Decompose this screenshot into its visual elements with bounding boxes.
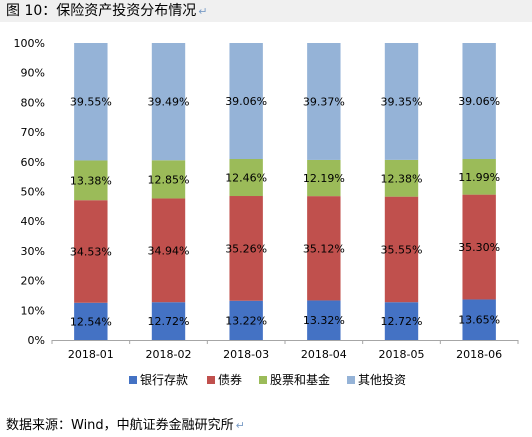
x-tick-label: 2018-01 bbox=[68, 348, 114, 361]
bar-segment bbox=[384, 43, 419, 160]
legend-label: 债券 bbox=[218, 372, 242, 387]
y-tick-label: 60% bbox=[21, 156, 45, 169]
bar-segment bbox=[384, 302, 419, 340]
bar-segment bbox=[74, 302, 108, 340]
bar-segment bbox=[462, 159, 496, 195]
return-mark-icon: ↵ bbox=[235, 419, 245, 432]
figure-title-text: 图 10：保险资产投资分布情况 bbox=[6, 3, 197, 19]
data-label: 35.26% bbox=[225, 242, 267, 255]
bar-segment bbox=[151, 43, 186, 161]
bar-segment bbox=[74, 43, 108, 161]
bar-segment bbox=[307, 300, 341, 340]
data-label: 35.12% bbox=[303, 242, 345, 255]
x-tick-label: 2018-05 bbox=[379, 348, 425, 361]
data-label: 12.46% bbox=[225, 172, 267, 185]
data-label: 12.38% bbox=[381, 172, 423, 185]
bar-segment bbox=[229, 159, 263, 197]
figure-source: 数据来源：Wind，中航证券金融研究所 ↵ bbox=[0, 414, 532, 437]
y-tick-label: 70% bbox=[21, 126, 45, 139]
legend-swatch bbox=[347, 376, 355, 384]
data-label: 13.32% bbox=[303, 314, 345, 327]
data-label: 39.37% bbox=[303, 95, 345, 108]
x-tick-label: 2018-04 bbox=[301, 348, 347, 361]
bar-segment bbox=[307, 43, 341, 160]
y-tick-label: 80% bbox=[21, 96, 45, 109]
data-label: 12.85% bbox=[148, 173, 190, 186]
data-label: 12.72% bbox=[148, 315, 190, 328]
chart-area: 0% 10% 20% 30% 40% 50% 60% 70% 80% 90% 100% 12.54% 3… bbox=[0, 24, 532, 416]
data-label: 34.53% bbox=[70, 245, 112, 258]
bar-segment bbox=[229, 196, 263, 301]
bar-segment bbox=[151, 198, 186, 303]
y-tick-label: 40% bbox=[21, 215, 45, 228]
bar-segment bbox=[462, 299, 496, 340]
data-label: 13.65% bbox=[458, 314, 500, 327]
y-tick-label: 100% bbox=[14, 37, 45, 50]
data-label: 39.49% bbox=[148, 96, 190, 109]
data-label: 39.06% bbox=[225, 95, 267, 108]
bar-segment bbox=[151, 302, 186, 340]
y-tick-label: 20% bbox=[21, 275, 45, 288]
figure-title: 图 10：保险资产投资分布情况 ↵ bbox=[0, 0, 532, 22]
bar-segment bbox=[151, 160, 186, 199]
legend-swatch bbox=[259, 376, 267, 384]
data-label: 39.35% bbox=[381, 95, 423, 108]
data-label: 34.94% bbox=[148, 244, 190, 257]
legend-label: 其他投资 bbox=[358, 372, 406, 387]
legend-swatch bbox=[207, 376, 215, 384]
bar-segment bbox=[462, 194, 496, 300]
bar-segment bbox=[384, 196, 419, 303]
bar-segment bbox=[74, 160, 108, 201]
bar-segment bbox=[384, 159, 419, 197]
legend-label: 股票和基金 bbox=[270, 372, 330, 387]
x-tick-label: 2018-02 bbox=[146, 348, 192, 361]
data-label: 13.22% bbox=[225, 314, 267, 327]
data-label: 35.55% bbox=[381, 243, 423, 256]
y-tick-label: 10% bbox=[21, 304, 45, 317]
y-tick-label: 30% bbox=[21, 245, 45, 258]
data-label: 12.54% bbox=[70, 315, 112, 328]
stacked-bar-chart: 0% 10% 20% 30% 40% 50% 60% 70% 80% 90% 100% 12.54% 3… bbox=[14, 37, 519, 387]
bar-segment bbox=[307, 196, 341, 301]
y-tick-label: 50% bbox=[21, 186, 45, 199]
data-label: 12.19% bbox=[303, 172, 345, 185]
data-label: 13.38% bbox=[70, 174, 112, 187]
data-label: 35.30% bbox=[458, 241, 500, 254]
legend-label: 银行存款 bbox=[140, 373, 188, 387]
x-tick-label: 2018-03 bbox=[223, 348, 269, 361]
data-label: 12.72% bbox=[381, 315, 423, 328]
legend-swatch bbox=[129, 376, 137, 384]
y-tick-label: 90% bbox=[21, 67, 45, 80]
return-mark-icon: ↵ bbox=[198, 5, 208, 18]
data-label: 39.55% bbox=[70, 96, 112, 109]
data-label: 11.99% bbox=[458, 171, 500, 184]
bar-segment bbox=[229, 300, 263, 340]
bar-segment bbox=[229, 43, 263, 160]
bar-segment bbox=[307, 159, 341, 197]
y-tick-label: 0% bbox=[28, 334, 45, 347]
x-tick-label: 2018-06 bbox=[456, 348, 502, 361]
data-label: 39.06% bbox=[458, 95, 500, 108]
bar-segment bbox=[74, 200, 108, 303]
bar-segment bbox=[462, 43, 496, 160]
figure-source-text: 数据来源：Wind，中航证券金融研究所 bbox=[6, 418, 234, 433]
